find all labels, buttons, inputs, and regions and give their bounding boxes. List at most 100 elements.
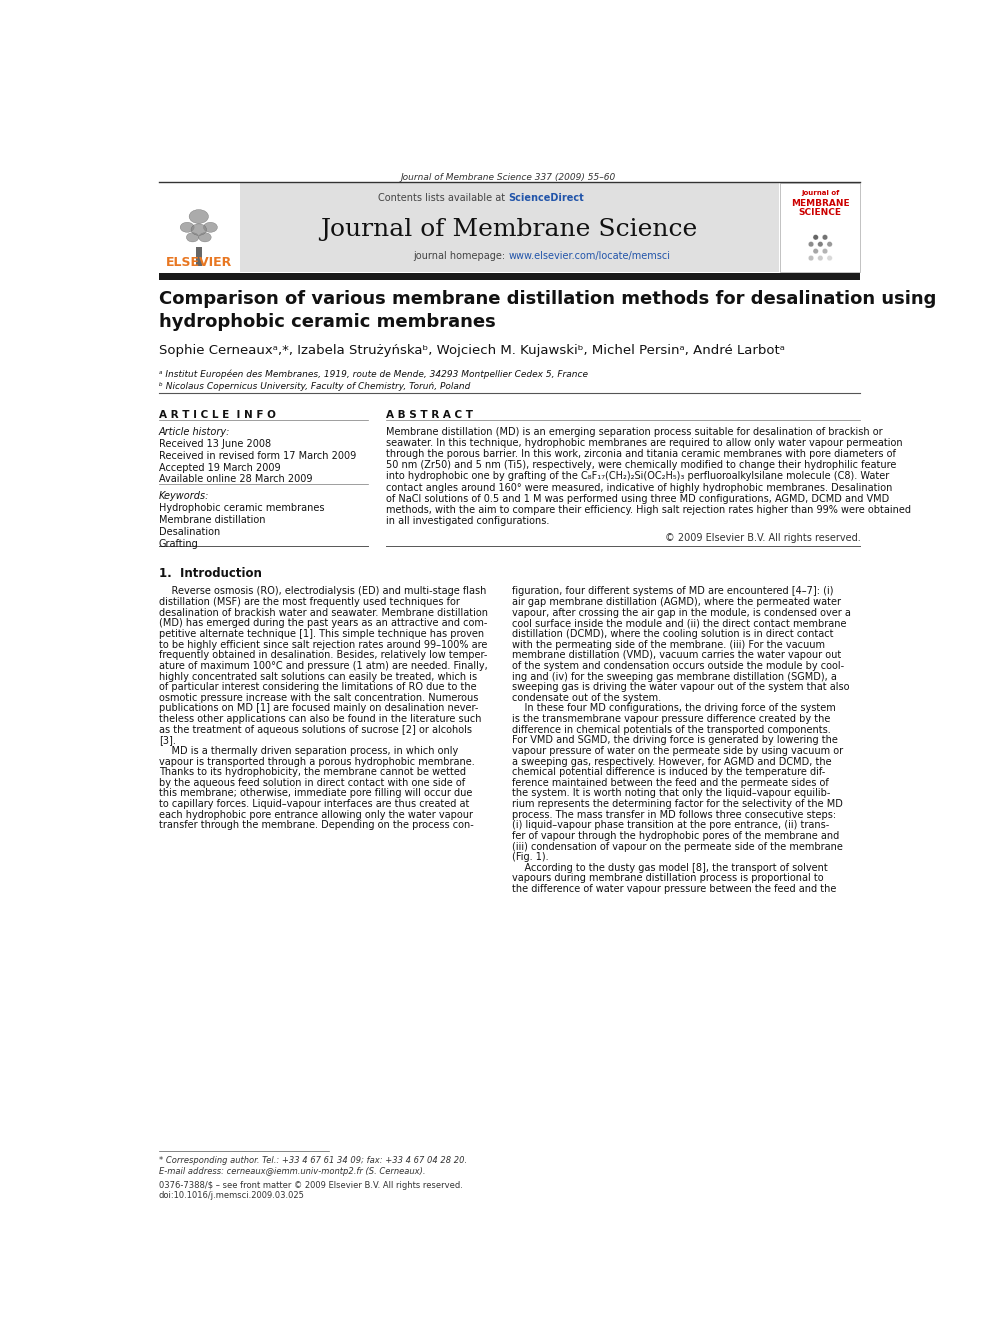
- Text: MD is a thermally driven separation process, in which only: MD is a thermally driven separation proc…: [159, 746, 458, 755]
- Bar: [159, 184, 239, 273]
- Text: According to the dusty gas model [8], the transport of solvent: According to the dusty gas model [8], th…: [512, 863, 828, 873]
- Text: in all investigated configurations.: in all investigated configurations.: [386, 516, 550, 527]
- Text: ᵃ Institut Européen des Membranes, 1919, route de Mende, 34293 Montpellier Cedex: ᵃ Institut Européen des Membranes, 1919,…: [159, 369, 588, 380]
- Ellipse shape: [827, 255, 832, 261]
- Text: E-mail address: cerneaux@iemm.univ-montp2.fr (S. Cerneaux).: E-mail address: cerneaux@iemm.univ-montp…: [159, 1167, 426, 1176]
- Text: SCIENCE: SCIENCE: [799, 208, 842, 217]
- Text: fer of vapour through the hydrophobic pores of the membrane and: fer of vapour through the hydrophobic po…: [512, 831, 839, 841]
- Text: by the aqueous feed solution in direct contact with one side of: by the aqueous feed solution in direct c…: [159, 778, 465, 787]
- Text: publications on MD [1] are focused mainly on desalination never-: publications on MD [1] are focused mainl…: [159, 704, 478, 713]
- Text: (i) liquid–vapour phase transition at the pore entrance, (ii) trans-: (i) liquid–vapour phase transition at th…: [512, 820, 829, 831]
- Text: rium represents the determining factor for the selectivity of the MD: rium represents the determining factor f…: [512, 799, 843, 810]
- Text: Accepted 19 March 2009: Accepted 19 March 2009: [159, 463, 281, 472]
- Text: transfer through the membrane. Depending on the process con-: transfer through the membrane. Depending…: [159, 820, 473, 831]
- Text: each hydrophobic pore entrance allowing only the water vapour: each hydrophobic pore entrance allowing …: [159, 810, 473, 820]
- Text: Sophie Cerneauxᵃ,*, Izabela Strużyńskaᵇ, Wojciech M. Kujawskiᵇ, Michel Persinᵃ, : Sophie Cerneauxᵃ,*, Izabela Strużyńskaᵇ,…: [159, 344, 785, 357]
- Text: this membrane; otherwise, immediate pore filling will occur due: this membrane; otherwise, immediate pore…: [159, 789, 472, 798]
- Ellipse shape: [189, 209, 208, 224]
- Text: A R T I C L E  I N F O: A R T I C L E I N F O: [159, 410, 276, 419]
- Text: through the porous barrier. In this work, zirconia and titania ceramic membranes: through the porous barrier. In this work…: [386, 448, 896, 459]
- Text: 0376-7388/$ – see front matter © 2009 Elsevier B.V. All rights reserved.: 0376-7388/$ – see front matter © 2009 El…: [159, 1180, 462, 1189]
- Text: sweeping gas is driving the water vapour out of the system that also: sweeping gas is driving the water vapour…: [512, 683, 850, 692]
- Text: ference maintained between the feed and the permeate sides of: ference maintained between the feed and …: [512, 778, 829, 787]
- Text: seawater. In this technique, hydrophobic membranes are required to allow only wa: seawater. In this technique, hydrophobic…: [386, 438, 903, 448]
- Text: * Corresponding author. Tel.: +33 4 67 61 34 09; fax: +33 4 67 04 28 20.: * Corresponding author. Tel.: +33 4 67 6…: [159, 1156, 467, 1166]
- Ellipse shape: [808, 255, 813, 261]
- Text: process. The mass transfer in MD follows three consecutive steps:: process. The mass transfer in MD follows…: [512, 810, 836, 820]
- Text: Received 13 June 2008: Received 13 June 2008: [159, 439, 271, 448]
- Text: of the system and condensation occurs outside the module by cool-: of the system and condensation occurs ou…: [512, 662, 844, 671]
- Text: © 2009 Elsevier B.V. All rights reserved.: © 2009 Elsevier B.V. All rights reserved…: [665, 533, 860, 544]
- Ellipse shape: [817, 255, 823, 261]
- Text: Keywords:: Keywords:: [159, 491, 209, 501]
- Text: www.elsevier.com/locate/memsci: www.elsevier.com/locate/memsci: [509, 251, 671, 261]
- Text: distillation (DCMD), where the cooling solution is in direct contact: distillation (DCMD), where the cooling s…: [512, 628, 833, 639]
- Text: (MD) has emerged during the past years as an attractive and com-: (MD) has emerged during the past years a…: [159, 618, 487, 628]
- Text: osmotic pressure increase with the salt concentration. Numerous: osmotic pressure increase with the salt …: [159, 693, 478, 703]
- Text: cool surface inside the module and (ii) the direct contact membrane: cool surface inside the module and (ii) …: [512, 618, 847, 628]
- Bar: [159, 273, 860, 279]
- Ellipse shape: [813, 249, 818, 254]
- Text: to capillary forces. Liquid–vapour interfaces are thus created at: to capillary forces. Liquid–vapour inter…: [159, 799, 469, 810]
- Text: distillation (MSF) are the most frequently used techniques for: distillation (MSF) are the most frequent…: [159, 597, 459, 607]
- Text: the system. It is worth noting that only the liquid–vapour equilib-: the system. It is worth noting that only…: [512, 789, 830, 798]
- Text: Received in revised form 17 March 2009: Received in revised form 17 March 2009: [159, 451, 356, 460]
- Text: 1.  Introduction: 1. Introduction: [159, 568, 262, 581]
- Ellipse shape: [827, 242, 832, 247]
- Text: Grafting: Grafting: [159, 540, 198, 549]
- Bar: [781, 184, 860, 273]
- Ellipse shape: [822, 249, 827, 254]
- Text: condensate out of the system.: condensate out of the system.: [512, 693, 662, 703]
- Text: as the treatment of aqueous solutions of sucrose [2] or alcohols: as the treatment of aqueous solutions of…: [159, 725, 472, 734]
- Text: chemical potential difference is induced by the temperature dif-: chemical potential difference is induced…: [512, 767, 825, 777]
- Text: [3].: [3].: [159, 736, 176, 745]
- Text: difference in chemical potentials of the transported components.: difference in chemical potentials of the…: [512, 725, 831, 734]
- Ellipse shape: [817, 242, 823, 247]
- Text: is the transmembrane vapour pressure difference created by the: is the transmembrane vapour pressure dif…: [512, 714, 830, 724]
- Text: A B S T R A C T: A B S T R A C T: [386, 410, 473, 419]
- Text: the difference of water vapour pressure between the feed and the: the difference of water vapour pressure …: [512, 884, 836, 894]
- Text: ELSEVIER: ELSEVIER: [166, 255, 232, 269]
- Text: methods, with the aim to compare their efficiency. High salt rejection rates hig: methods, with the aim to compare their e…: [386, 505, 911, 515]
- Text: petitive alternate technique [1]. This simple technique has proven: petitive alternate technique [1]. This s…: [159, 628, 484, 639]
- Ellipse shape: [822, 234, 827, 239]
- Text: ing and (iv) for the sweeping gas membrane distillation (SGMD), a: ing and (iv) for the sweeping gas membra…: [512, 672, 837, 681]
- Text: Reverse osmosis (RO), electrodialysis (ED) and multi-stage flash: Reverse osmosis (RO), electrodialysis (E…: [159, 586, 486, 597]
- Text: journal of: journal of: [802, 189, 839, 196]
- Bar: [240, 184, 779, 273]
- Text: Journal of Membrane Science: Journal of Membrane Science: [319, 218, 697, 241]
- Text: vapour, after crossing the air gap in the module, is condensed over a: vapour, after crossing the air gap in th…: [512, 607, 851, 618]
- Text: For VMD and SGMD, the driving force is generated by lowering the: For VMD and SGMD, the driving force is g…: [512, 736, 838, 745]
- Text: Hydrophobic ceramic membranes: Hydrophobic ceramic membranes: [159, 503, 324, 513]
- Text: Membrane distillation: Membrane distillation: [159, 515, 266, 525]
- Text: figuration, four different systems of MD are encountered [4–7]: (i): figuration, four different systems of MD…: [512, 586, 833, 597]
- Text: hydrophobic ceramic membranes: hydrophobic ceramic membranes: [159, 312, 496, 331]
- Text: 50 nm (Zr50) and 5 nm (Ti5), respectively, were chemically modified to change th: 50 nm (Zr50) and 5 nm (Ti5), respectivel…: [386, 460, 897, 470]
- Text: with the permeating side of the membrane. (iii) For the vacuum: with the permeating side of the membrane…: [512, 639, 825, 650]
- Text: doi:10.1016/j.memsci.2009.03.025: doi:10.1016/j.memsci.2009.03.025: [159, 1191, 305, 1200]
- Ellipse shape: [808, 242, 813, 247]
- Text: to be highly efficient since salt rejection rates around 99–100% are: to be highly efficient since salt reject…: [159, 639, 487, 650]
- Text: ature of maximum 100°C and pressure (1 atm) are needed. Finally,: ature of maximum 100°C and pressure (1 a…: [159, 662, 488, 671]
- Text: Available online 28 March 2009: Available online 28 March 2009: [159, 475, 312, 484]
- Text: Thanks to its hydrophobicity, the membrane cannot be wetted: Thanks to its hydrophobicity, the membra…: [159, 767, 466, 777]
- Text: Article history:: Article history:: [159, 427, 230, 437]
- Text: vapours during membrane distillation process is proportional to: vapours during membrane distillation pro…: [512, 873, 824, 884]
- Text: ScienceDirect: ScienceDirect: [509, 193, 584, 202]
- Text: a sweeping gas, respectively. However, for AGMD and DCMD, the: a sweeping gas, respectively. However, f…: [512, 757, 832, 766]
- Text: air gap membrane distillation (AGMD), where the permeated water: air gap membrane distillation (AGMD), wh…: [512, 597, 841, 607]
- Text: Contents lists available at: Contents lists available at: [378, 193, 509, 202]
- Text: vapour is transported through a porous hydrophobic membrane.: vapour is transported through a porous h…: [159, 757, 474, 766]
- Text: Journal of Membrane Science 337 (2009) 55–60: Journal of Membrane Science 337 (2009) 5…: [401, 172, 616, 181]
- Ellipse shape: [191, 224, 206, 235]
- Bar: [195, 246, 202, 266]
- Text: frequently obtained in desalination. Besides, relatively low temper-: frequently obtained in desalination. Bes…: [159, 650, 487, 660]
- Text: of NaCl solutions of 0.5 and 1 M was performed using three MD configurations, AG: of NaCl solutions of 0.5 and 1 M was per…: [386, 493, 889, 504]
- Text: desalination of brackish water and seawater. Membrane distillation: desalination of brackish water and seawa…: [159, 607, 488, 618]
- Ellipse shape: [186, 233, 198, 242]
- Ellipse shape: [203, 222, 217, 233]
- Text: of particular interest considering the limitations of RO due to the: of particular interest considering the l…: [159, 683, 476, 692]
- Text: vapour pressure of water on the permeate side by using vacuum or: vapour pressure of water on the permeate…: [512, 746, 843, 755]
- Text: (iii) condensation of vapour on the permeate side of the membrane: (iii) condensation of vapour on the perm…: [512, 841, 843, 852]
- Text: Membrane distillation (MD) is an emerging separation process suitable for desali: Membrane distillation (MD) is an emergin…: [386, 427, 883, 437]
